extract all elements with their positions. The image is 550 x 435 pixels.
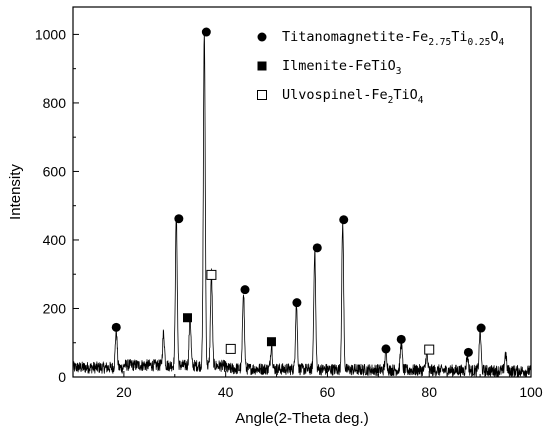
x-tick-label: 40 [218,384,234,400]
titanomagnetite-marker [476,323,486,333]
legend: Titanomagnetite-Fe2.75Ti0.25O4 Ilmenite-F… [257,29,505,106]
y-tick-label: 0 [58,369,66,385]
y-axis-label: Intensity [7,164,24,220]
x-tick-label: 100 [519,384,543,400]
titanomagnetite-marker [312,243,322,253]
titanomagnetite-marker [292,298,302,308]
x-tick-label: 60 [320,384,336,400]
legend-ulvospinel-marker [257,90,267,100]
y-tick-label: 400 [43,232,67,248]
ilmenite-marker [183,313,192,323]
x-axis-label: Angle(2-Theta deg.) [235,410,368,427]
titanomagnetite-marker [174,214,184,224]
legend-ulvospinel-label: Ulvospinel-Fe2TiO4 [282,87,424,106]
ulvospinel-marker [206,269,217,280]
legend-ilmenite-label: Ilmenite-FeTiO3 [282,58,402,77]
titanomagnetite-marker [201,27,211,37]
ulvospinel-marker [424,344,435,355]
y-tick-label: 800 [43,95,67,111]
titanomagnetite-marker [381,344,391,354]
phase-markers [111,27,486,357]
ilmenite-marker [266,337,276,347]
x-tick-label: 20 [116,384,132,400]
ulvospinel-marker [225,343,236,354]
titanomagnetite-marker [111,322,121,332]
plot-frame [72,6,532,378]
diffraction-pattern-line [72,33,532,378]
x-tick-label: 80 [421,384,437,400]
titanomagnetite-marker [463,347,473,357]
titanomagnetite-marker [339,215,349,225]
legend-ilmenite-marker [257,61,267,71]
titanomagnetite-marker [240,285,250,295]
y-tick-label: 200 [43,300,67,316]
y-tick-label: 600 [43,163,67,179]
legend-titanomagnetite-marker [257,32,267,42]
axis-ticks [73,33,532,378]
legend-titanomagnetite-label: Titanomagnetite-Fe2.75Ti0.25O4 [282,29,505,48]
y-tick-label: 1000 [35,26,66,42]
titanomagnetite-marker [396,334,406,344]
